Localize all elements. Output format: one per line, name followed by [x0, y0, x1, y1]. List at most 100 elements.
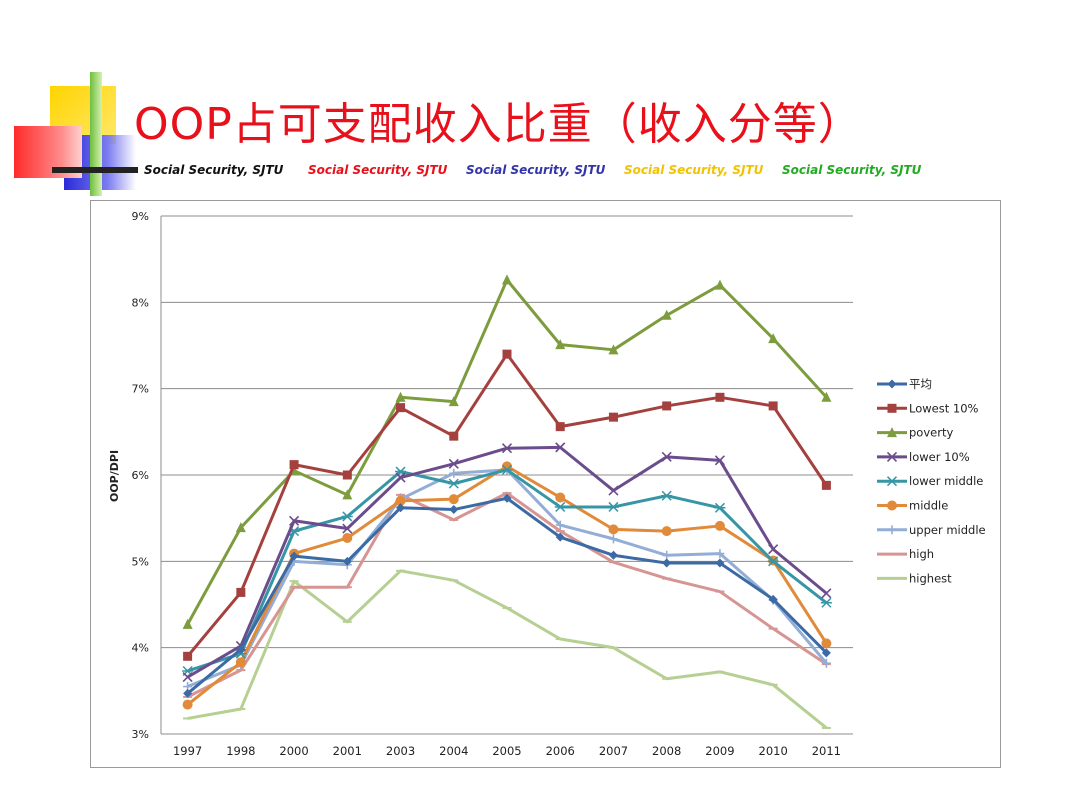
data-point [236, 644, 246, 654]
data-point [448, 396, 459, 407]
data-point [342, 523, 353, 534]
x-tick-label: 2010 [759, 744, 788, 758]
banner-text-1: Social Security, SJTU [144, 163, 284, 177]
watermark-banner: Social Security, SJTU Social Security, S… [52, 162, 1020, 182]
data-point [608, 550, 618, 560]
data-point [395, 472, 406, 483]
data-point [502, 349, 512, 359]
data-point [449, 468, 459, 478]
slide-title: OOP占可支配收入比重（收入分等） [134, 99, 863, 150]
data-point [341, 511, 353, 522]
y-tick-label: 3% [132, 728, 149, 741]
banner-text-5: Social Security, SJTU [782, 163, 922, 177]
x-tick-label: 2005 [492, 744, 521, 758]
legend-entry: poverty [877, 426, 953, 440]
x-tick-label: 2004 [439, 744, 468, 758]
data-point [395, 391, 406, 402]
data-point [448, 478, 460, 489]
data-point [502, 493, 512, 503]
series-lower-10% [182, 442, 832, 683]
data-point [555, 442, 566, 453]
legend-label: middle [909, 499, 948, 513]
data-point [608, 534, 618, 544]
x-tick-label: 2011 [812, 744, 841, 758]
data-point [768, 401, 778, 411]
data-point [714, 455, 725, 466]
y-tick-label: 6% [132, 469, 149, 482]
legend-marker [886, 451, 898, 462]
data-point [342, 533, 353, 544]
data-point [235, 522, 246, 533]
data-point [821, 588, 832, 599]
x-tick-label: 2001 [333, 744, 362, 758]
data-point [608, 524, 619, 535]
legend-entry: lower 10% [877, 450, 970, 464]
legend-entry: middle [877, 499, 948, 513]
banner-text-4: Social Security, SJTU [624, 163, 764, 177]
data-point [820, 597, 832, 608]
data-point [555, 532, 565, 542]
data-point [555, 520, 565, 530]
data-point [715, 549, 725, 559]
data-point [342, 556, 352, 566]
data-point [714, 279, 725, 290]
data-point [182, 699, 193, 710]
x-tick-label: 1998 [226, 744, 255, 758]
legend-label: high [909, 547, 934, 561]
legend-label: lower 10% [909, 450, 970, 464]
x-tick-label: 2009 [705, 744, 734, 758]
data-point [608, 412, 618, 422]
data-point [608, 344, 619, 355]
series-平均 [183, 493, 831, 698]
line-chart: 3% 4% 5% 6% 7% 8% 9% 1997 1998 2000 2001 2003 2004 2… [108, 210, 986, 758]
data-point [662, 558, 672, 568]
data-point [661, 451, 672, 462]
data-point [501, 443, 513, 454]
data-point [662, 550, 672, 560]
legend-marker [887, 379, 897, 389]
series-highest [183, 569, 831, 730]
data-point [821, 638, 832, 649]
legend-marker [887, 403, 897, 413]
data-point [714, 502, 726, 513]
data-point [555, 339, 566, 350]
data-point [714, 520, 725, 531]
x-tick-label: 2006 [546, 744, 575, 758]
data-point [555, 492, 566, 503]
chart-frame: 3% 4% 5% 6% 7% 8% 9% 1997 1998 2000 2001 2003 2004 2… [90, 200, 1001, 768]
legend-label: highest [909, 571, 952, 585]
data-point [236, 587, 246, 597]
data-point [715, 392, 725, 402]
legend-label: poverty [909, 426, 953, 440]
x-tick-label: 2003 [386, 744, 415, 758]
data-point [289, 460, 299, 470]
legend-entry: Lowest 10% [877, 401, 979, 415]
banner-text-2: Social Security, SJTU [308, 163, 448, 177]
data-point [768, 544, 779, 555]
series-line [187, 569, 828, 730]
legend-marker [887, 500, 897, 511]
data-point [183, 688, 193, 698]
data-point [661, 526, 672, 537]
legend-label: lower middle [909, 474, 983, 488]
data-point [396, 503, 406, 513]
data-point [768, 594, 778, 604]
legend-marker [886, 476, 898, 487]
x-tick-label: 2000 [279, 744, 308, 758]
legend-label: Lowest 10% [909, 401, 979, 415]
legend-entry: lower middle [877, 474, 983, 488]
y-axis-label: OOP/DPI [108, 450, 121, 502]
legend-entry: upper middle [877, 523, 986, 537]
y-tick-label: 7% [132, 383, 149, 396]
series-poverty [182, 274, 832, 629]
data-point [554, 501, 566, 512]
data-point [448, 494, 459, 505]
series-lowest-10% [183, 349, 831, 661]
y-tick-label: 4% [132, 642, 149, 655]
data-point [182, 618, 193, 629]
y-tick-label: 8% [132, 296, 149, 309]
data-point [182, 671, 193, 683]
series-line [186, 496, 828, 695]
x-tick-label: 1997 [173, 744, 202, 758]
series-line [186, 491, 828, 699]
